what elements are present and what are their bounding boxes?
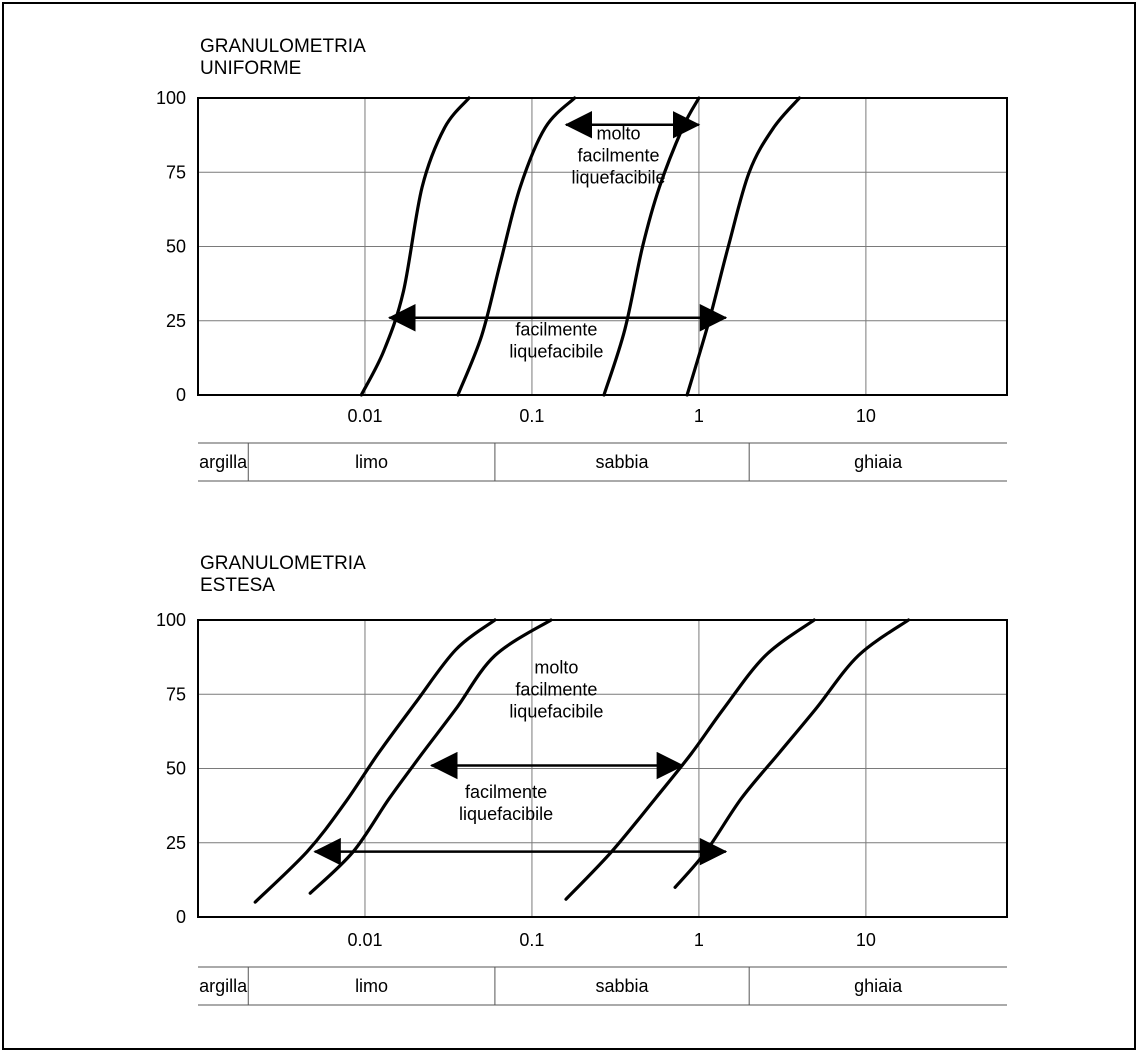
- y-tick-label: 50: [166, 759, 186, 779]
- y-tick-label: 75: [166, 684, 186, 704]
- soil-class-limo: limo: [355, 452, 388, 472]
- x-tick-label: 0.01: [347, 930, 382, 950]
- plot-area: [197, 619, 1008, 918]
- series-curve-1: [359, 96, 471, 397]
- soil-class-ghiaia: ghiaia: [854, 452, 903, 472]
- soil-class-limo: limo: [355, 976, 388, 996]
- x-tick-label: 10: [856, 406, 876, 426]
- range-label-line: molto: [597, 124, 641, 144]
- x-tick-label: 0.01: [347, 406, 382, 426]
- y-tick-label: 75: [166, 162, 186, 182]
- soil-class-sabbia: sabbia: [596, 452, 650, 472]
- chart-title-line: GRANULOMETRIA: [200, 553, 366, 574]
- series-curve-3: [564, 618, 816, 901]
- range-label-line: facilmente: [465, 782, 547, 802]
- soil-class-ghiaia: ghiaia: [854, 976, 903, 996]
- y-tick-label: 100: [156, 610, 186, 630]
- chart-title-line: UNIFORME: [200, 58, 301, 79]
- range-label-line: liquefacibile: [509, 701, 603, 721]
- range-label-line: liquefacibile: [509, 342, 603, 362]
- range-label-line: molto: [534, 657, 578, 677]
- y-tick-label: 50: [166, 237, 186, 257]
- range-label-line: facilmente: [578, 146, 660, 166]
- y-tick-label: 25: [166, 311, 186, 331]
- y-tick-label: 0: [176, 907, 186, 927]
- soil-class-argilla: argilla: [199, 976, 248, 996]
- series-curve-2: [456, 96, 577, 397]
- x-tick-label: 0.1: [519, 406, 544, 426]
- soil-class-sabbia: sabbia: [596, 976, 650, 996]
- y-tick-label: 100: [156, 88, 186, 108]
- range-label-line: liquefacibile: [459, 804, 553, 824]
- chart-title-line: ESTESA: [200, 575, 275, 596]
- series-curve-4: [673, 618, 911, 889]
- x-tick-label: 10: [856, 930, 876, 950]
- series-curve-1: [253, 618, 497, 904]
- y-tick-label: 25: [166, 833, 186, 853]
- soil-class-argilla: argilla: [199, 452, 248, 472]
- x-tick-label: 1: [694, 406, 704, 426]
- x-tick-label: 1: [694, 930, 704, 950]
- range-label-line: facilmente: [515, 679, 597, 699]
- range-label-line: facilmente: [515, 320, 597, 340]
- range-label-line: liquefacibile: [571, 168, 665, 188]
- y-tick-label: 0: [176, 385, 186, 405]
- x-tick-label: 0.1: [519, 930, 544, 950]
- chart-title-line: GRANULOMETRIA: [200, 36, 366, 57]
